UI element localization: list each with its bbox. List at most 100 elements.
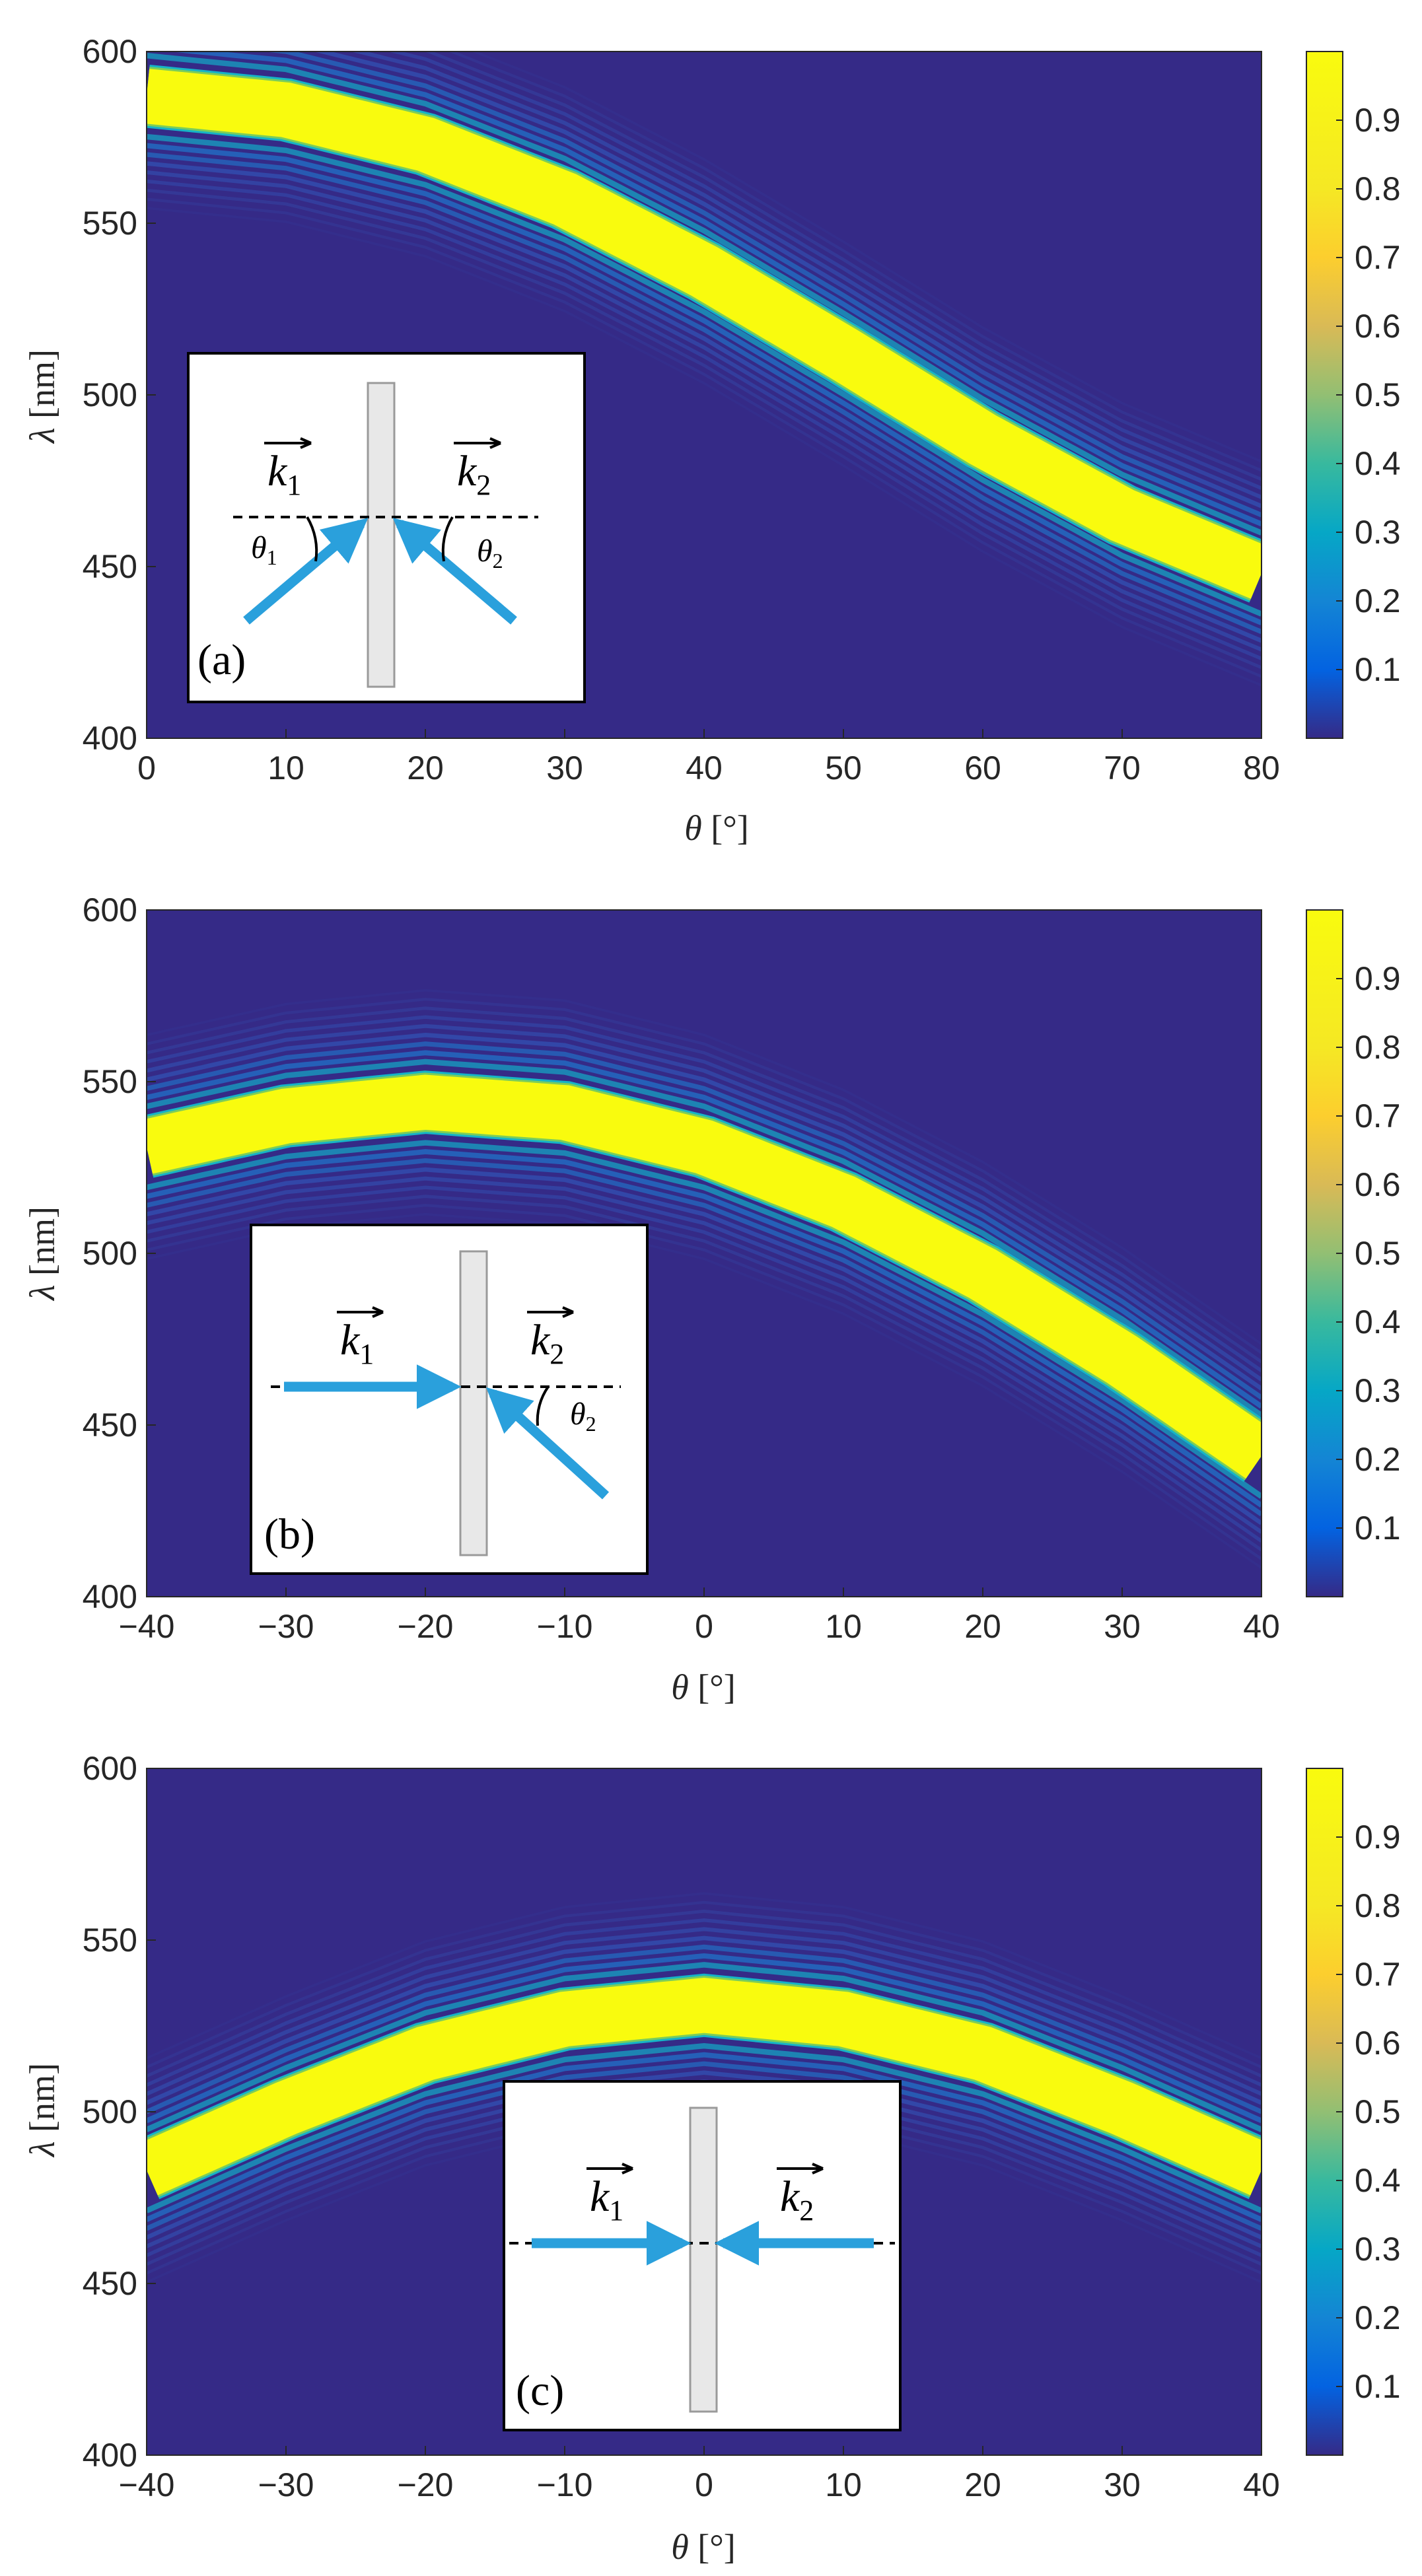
x-tick-label: 10 bbox=[825, 2466, 862, 2503]
y-tick-label: 500 bbox=[83, 2093, 137, 2130]
fringe-line bbox=[147, 53, 1262, 536]
fringe-line bbox=[147, 207, 1262, 687]
vector-bar-k2-head bbox=[562, 1306, 574, 1318]
colorbar: 0.1 0.2 0.3 0.4 0.5 0.6 0.7 0.8 0.9 bbox=[1306, 51, 1401, 739]
fringe-line bbox=[147, 2061, 1262, 2231]
fringe-line bbox=[147, 1944, 1262, 2114]
fringe-line bbox=[147, 1015, 1262, 1373]
angle-arc-theta2 bbox=[441, 516, 454, 562]
fringe-line bbox=[147, 1176, 1262, 1534]
y-tick-label: 550 bbox=[83, 1922, 137, 1959]
y-tick-label: 550 bbox=[83, 1063, 137, 1100]
y-tick-label: 500 bbox=[83, 376, 137, 413]
fringe-line bbox=[147, 2070, 1262, 2240]
x-tick-label: 10 bbox=[825, 1608, 862, 1645]
colorbar-tick-label: 0.6 bbox=[1355, 308, 1401, 345]
fringe-line bbox=[147, 1909, 1262, 2078]
inset-diagram: k1 k2 θ1 θ2 (a) bbox=[187, 352, 586, 703]
fringe-line bbox=[147, 170, 1262, 652]
vector-bar-k2-head bbox=[812, 2163, 824, 2175]
colorbar-tick-label: 0.5 bbox=[1355, 1235, 1401, 1272]
x-tick-label: −30 bbox=[258, 2466, 314, 2503]
x-tick-label: 30 bbox=[546, 749, 583, 786]
angle-arc-theta2 bbox=[536, 1385, 550, 1426]
x-tick-label: 0 bbox=[695, 2466, 713, 2503]
wave-vector-k1-arrow bbox=[243, 518, 369, 625]
transmission-band bbox=[147, 1977, 1262, 2196]
fringe-line bbox=[168, 52, 1262, 527]
fringe-line bbox=[147, 143, 1262, 625]
colorbar-tick-label: 0.5 bbox=[1355, 376, 1401, 413]
axis-ticks: −40 −30 −20 −10 0 10 20 30 40 400 450 500 550 600 bbox=[83, 891, 1280, 1645]
vector-bar-k1-head bbox=[622, 2163, 633, 2175]
x-tick-label: 40 bbox=[686, 749, 723, 786]
colorbar-tick-label: 0.9 bbox=[1355, 960, 1401, 997]
colorbar-tick-label: 0.5 bbox=[1355, 2093, 1401, 2130]
fringe-line bbox=[147, 1032, 1262, 1391]
y-tick-label: 450 bbox=[83, 2265, 137, 2302]
colorbar-tick-label: 0.1 bbox=[1355, 1510, 1401, 1547]
fringe-line bbox=[147, 1024, 1262, 1381]
x-tick-label: −40 bbox=[119, 2466, 175, 2503]
y-tick-label: 500 bbox=[83, 1235, 137, 1272]
colorbar: 0.1 0.2 0.3 0.4 0.5 0.6 0.7 0.8 0.9 bbox=[1306, 1768, 1401, 2456]
panel-a: 0 10 20 30 40 50 60 70 80 400 450 500 550 600 θ [°] λ… bbox=[22, 33, 1401, 848]
fringe-line bbox=[147, 1050, 1262, 1409]
k1-label: k1 bbox=[267, 447, 301, 501]
panel-label-a: (a) bbox=[197, 636, 246, 684]
transmission-band bbox=[147, 69, 1262, 599]
colorbar-tick-label: 0.8 bbox=[1355, 1887, 1401, 1924]
y-tick-label: 400 bbox=[83, 2437, 137, 2474]
fringe-line bbox=[147, 989, 1262, 1345]
colorbar-tick-label: 0.3 bbox=[1355, 1372, 1401, 1409]
axis-ticks: −40 −30 −20 −10 0 10 20 30 40 400 450 500 550 600 bbox=[83, 1750, 1280, 2503]
k2-label: k2 bbox=[530, 1316, 564, 1370]
fringe-line bbox=[312, 52, 1262, 508]
fringe-line bbox=[147, 2042, 1262, 2213]
colorbar-tick-label: 0.6 bbox=[1355, 1166, 1401, 1203]
fringe-line bbox=[147, 1892, 1262, 2060]
y-axis-label: λ [nm] bbox=[22, 1206, 62, 1302]
colorbar-tick-label: 0.3 bbox=[1355, 514, 1401, 551]
axis-ticks: 0 10 20 30 40 50 60 70 80 400 450 500 550 600 bbox=[83, 33, 1280, 786]
colorbar: 0.1 0.2 0.3 0.4 0.5 0.6 0.7 0.8 0.9 bbox=[1306, 909, 1401, 1597]
fringe-line bbox=[147, 1900, 1262, 2069]
colorbar-tick-label: 0.1 bbox=[1355, 651, 1401, 688]
fringe-line bbox=[147, 161, 1262, 643]
fringe-line bbox=[470, 52, 1262, 463]
y-tick-label: 400 bbox=[83, 1578, 137, 1615]
x-tick-label: −20 bbox=[398, 2466, 454, 2503]
fringe-line bbox=[147, 1935, 1262, 2105]
x-axis-label: θ [°] bbox=[684, 808, 749, 848]
fringe-line bbox=[147, 1158, 1262, 1517]
y-axis-label: λ [nm] bbox=[22, 2063, 62, 2158]
slab bbox=[459, 1250, 488, 1556]
fringe-line bbox=[147, 1927, 1262, 2096]
fringe-line bbox=[147, 1918, 1262, 2087]
panel-b: −40 −30 −20 −10 0 10 20 30 40 400 450 500 550 600 θ [… bbox=[22, 891, 1401, 1707]
vector-bar-k1-head bbox=[300, 437, 312, 449]
angle-arc-theta1 bbox=[306, 516, 318, 562]
theta2-label: θ2 bbox=[570, 1397, 596, 1436]
theta1-label: θ1 bbox=[251, 530, 277, 569]
x-tick-label: 70 bbox=[1104, 749, 1141, 786]
y-tick-label: 600 bbox=[83, 1750, 137, 1787]
inset-diagram: k1 k2 (c) bbox=[503, 2080, 902, 2431]
x-tick-label: −40 bbox=[119, 1608, 175, 1645]
colorbar-tick-label: 0.4 bbox=[1355, 445, 1401, 482]
x-tick-label: 40 bbox=[1243, 2466, 1280, 2503]
x-tick-label: 80 bbox=[1243, 749, 1280, 786]
heatmap-plot-area bbox=[146, 51, 1262, 739]
x-tick-label: 20 bbox=[407, 749, 444, 786]
x-tick-label: 30 bbox=[1104, 2466, 1141, 2503]
colorbar-tick-label: 0.3 bbox=[1355, 2231, 1401, 2268]
vector-bar-k2-head bbox=[489, 437, 501, 449]
theta2-label: θ2 bbox=[477, 534, 503, 573]
x-tick-label: −20 bbox=[398, 1608, 454, 1645]
fringe-line bbox=[387, 52, 1262, 490]
fringe-line bbox=[424, 52, 1262, 481]
colorbar-tick-label: 0.4 bbox=[1355, 2162, 1401, 2199]
y-tick-label: 550 bbox=[83, 205, 137, 242]
fringe-line bbox=[147, 1212, 1262, 1569]
